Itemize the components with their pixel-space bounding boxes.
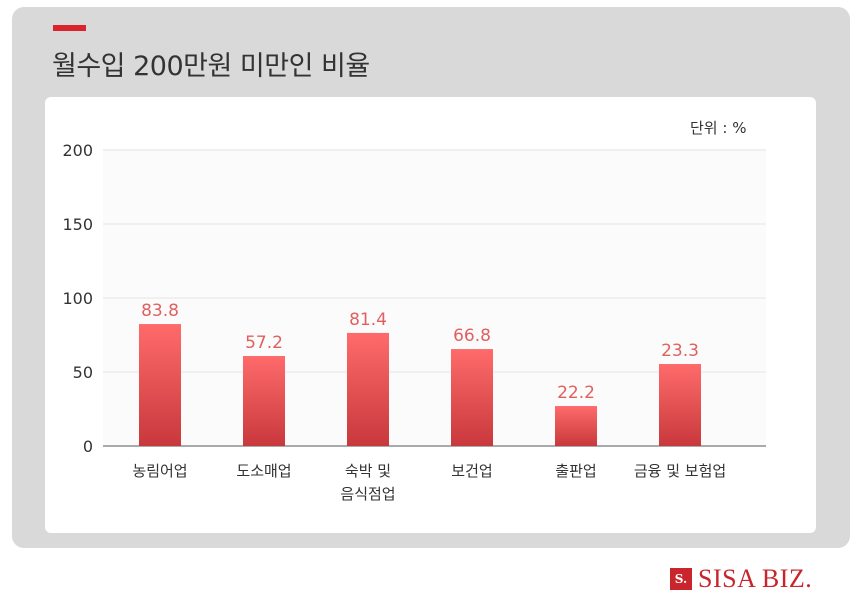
y-tick-label: 50: [73, 363, 93, 382]
bar: [659, 364, 701, 446]
y-tick-label: 150: [62, 215, 93, 234]
x-tick-label: 농림어업: [132, 462, 187, 480]
y-tick-label: 100: [62, 289, 93, 308]
data-label: 66.8: [453, 326, 491, 346]
x-tick-label: 음식점업: [340, 485, 395, 503]
logo-mark: S.: [670, 568, 692, 590]
y-tick-label: 0: [83, 437, 93, 456]
data-label: 57.2: [245, 333, 283, 353]
bar: [555, 406, 597, 446]
chart-title: 월수입 200만원 미만인 비율: [52, 51, 370, 82]
sisabiz-logo: S. SISA BIZ.: [670, 564, 812, 594]
title-accent-bar: [53, 25, 86, 31]
unit-label: 단위 : %: [690, 119, 747, 137]
data-label: 23.3: [661, 341, 699, 361]
bar: [139, 324, 181, 446]
data-label: 83.8: [141, 301, 179, 321]
bar: [243, 356, 285, 446]
logo-text: SISA BIZ.: [698, 564, 813, 593]
bar: [451, 349, 493, 446]
x-tick-label: 보건업: [451, 462, 492, 480]
x-tick-label: 도소매업: [236, 462, 291, 480]
data-label: 81.4: [349, 310, 387, 330]
data-label: 22.2: [557, 383, 595, 403]
x-tick-label: 숙박 및: [345, 462, 391, 480]
x-tick-label: 금융 및 보험업: [634, 462, 726, 480]
y-tick-label: 200: [62, 141, 93, 160]
x-tick-label: 출판업: [555, 462, 596, 480]
bar: [347, 332, 389, 446]
